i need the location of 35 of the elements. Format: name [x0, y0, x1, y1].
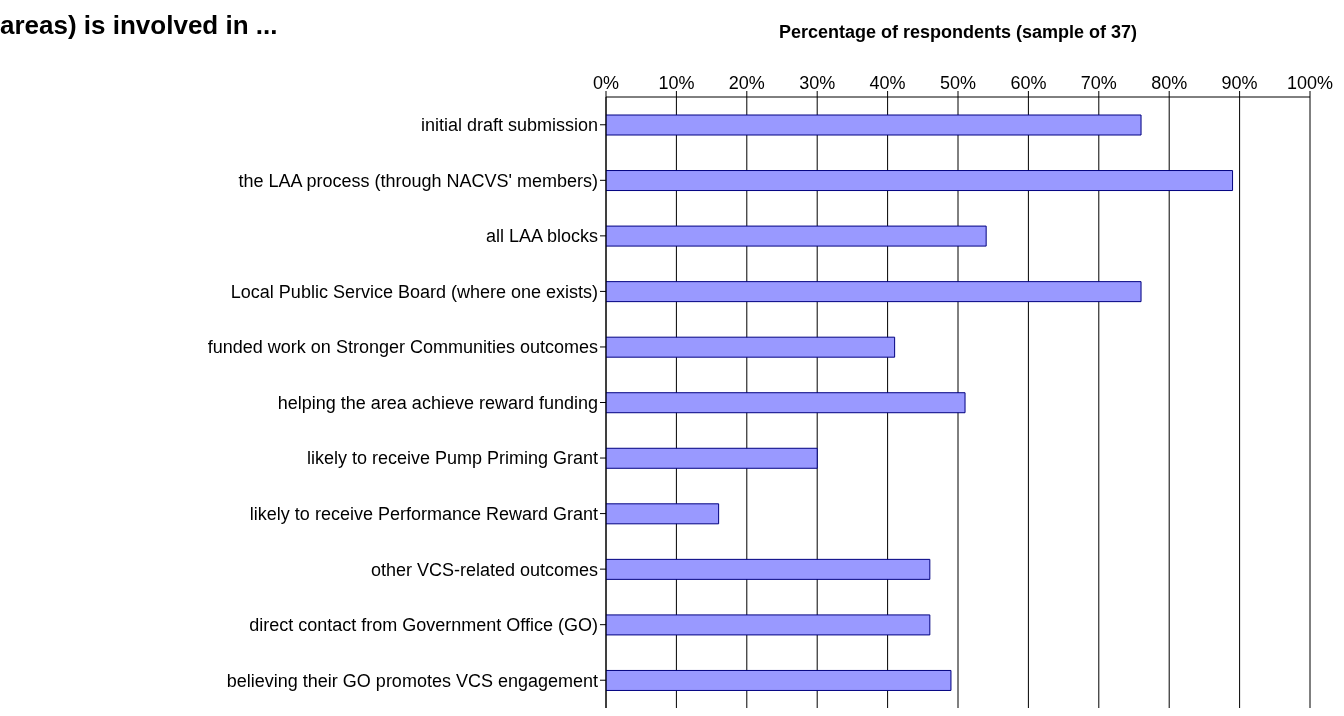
bar: [606, 392, 966, 414]
x-tick-label: 20%: [728, 73, 765, 93]
text: areas) is involved in ...: [0, 10, 278, 41]
y-tick-label: likely to receive Performance Reward Grant: [249, 503, 598, 524]
y-tick-label: likely to receive Pump Priming Grant: [306, 448, 598, 469]
y-tick-label: all LAA blocks: [485, 226, 598, 247]
x-tick-label: 60%: [1010, 73, 1047, 93]
y-tick-label: helping the area achieve reward funding: [277, 392, 598, 413]
x-tick-label: 80%: [1151, 73, 1188, 93]
y-tick-label: believing their GO promotes VCS engagement: [226, 670, 598, 691]
bar: [606, 336, 896, 358]
y-tick-label: other VCS-related outcomes: [370, 559, 598, 580]
bar: [606, 669, 952, 691]
x-tick-label: 70%: [1080, 73, 1117, 93]
x-axis-title: Percentage of respondents (sample of 37): [777, 22, 1139, 43]
y-tick-label: funded work on Stronger Communities outcomes: [207, 337, 598, 358]
y-tick-label: Local Public Service Board (where one exists): [230, 281, 598, 302]
bar: [606, 225, 987, 247]
bar: [606, 503, 720, 525]
x-tick-label: 10%: [658, 73, 695, 93]
x-tick-label: 0%: [592, 73, 620, 93]
y-tick-label: the LAA process (through NACVS' members): [238, 170, 598, 191]
x-tick-label: 90%: [1221, 73, 1258, 93]
x-tick-label: 100%: [1286, 73, 1334, 93]
bar: [606, 170, 1234, 192]
y-tick-label: direct contact from Government Office (GO): [249, 615, 598, 636]
y-tick-label: initial draft submission: [420, 115, 598, 136]
x-tick-label: 40%: [869, 73, 906, 93]
bar: [606, 447, 818, 469]
bar: [606, 614, 931, 636]
bar: [606, 281, 1142, 303]
x-tick-label: 50%: [939, 73, 977, 93]
bar: [606, 114, 1142, 136]
bar: [606, 558, 931, 580]
x-tick-label: 30%: [799, 73, 836, 93]
